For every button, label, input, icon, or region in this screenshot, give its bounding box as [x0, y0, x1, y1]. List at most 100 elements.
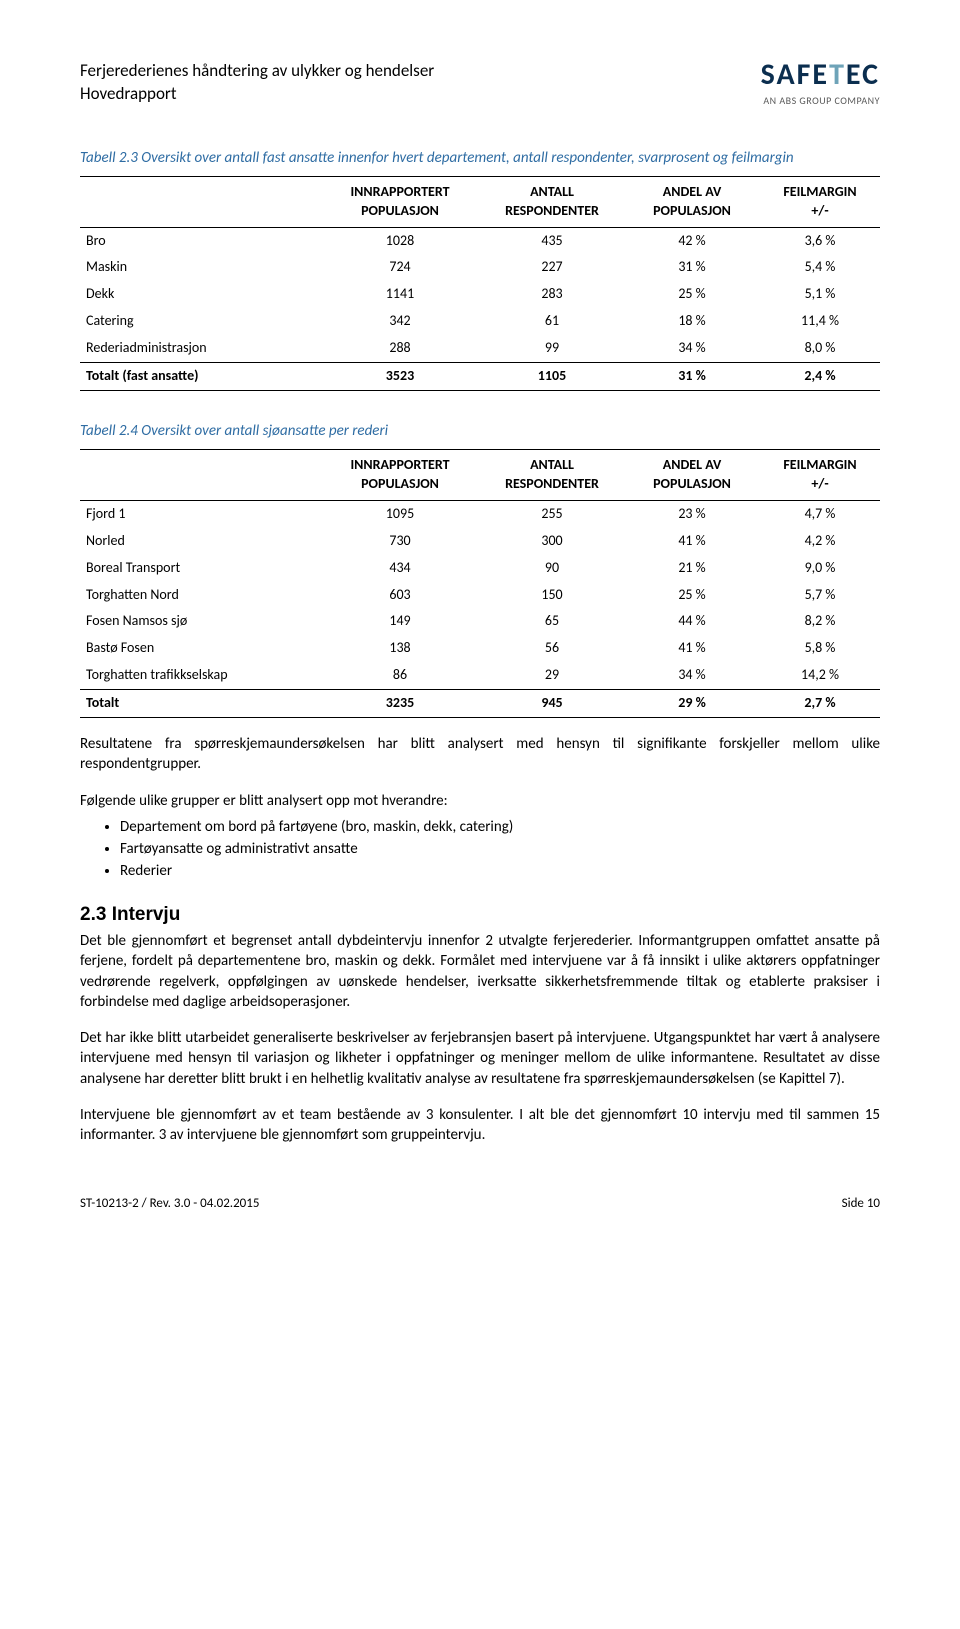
table2-h2: INNRAPPORTERTPOPULASJON — [320, 450, 480, 501]
cell-andel: 23 % — [624, 500, 760, 527]
logo-main: SAFETEC — [761, 60, 880, 90]
cell-label: Fjord 1 — [80, 500, 320, 527]
cell-andel: 31 % — [624, 254, 760, 281]
cell-resp: 435 — [480, 227, 624, 254]
list-item: Rederier — [120, 861, 880, 881]
cell-feil: 5,8 % — [760, 635, 880, 662]
para-groups-intro: Følgende ulike grupper er blitt analyser… — [80, 791, 880, 811]
cell-feil: 5,4 % — [760, 254, 880, 281]
cell-andel: 25 % — [624, 582, 760, 609]
para-results: Resultatene fra spørreskjemaundersøkelse… — [80, 734, 880, 775]
cell-label: Bro — [80, 227, 320, 254]
cell-label: Torghatten Nord — [80, 582, 320, 609]
table2: INNRAPPORTERTPOPULASJON ANTALLRESPONDENT… — [80, 449, 880, 718]
table-row: Boreal Transport4349021 %9,0 % — [80, 555, 880, 582]
table1-body: Bro102843542 %3,6 %Maskin72422731 %5,4 %… — [80, 227, 880, 390]
table1-h5: FEILMARGIN+/- — [760, 176, 880, 227]
list-item: Departement om bord på fartøyene (bro, m… — [120, 817, 880, 837]
cell-resp: 150 — [480, 582, 624, 609]
cell-label: Totalt (fast ansatte) — [80, 362, 320, 390]
table1-h1 — [80, 176, 320, 227]
table1-h2: INNRAPPORTERTPOPULASJON — [320, 176, 480, 227]
list-item: Fartøyansatte og administrativt ansatte — [120, 839, 880, 859]
cell-pop: 434 — [320, 555, 480, 582]
cell-resp: 65 — [480, 608, 624, 635]
table2-h1 — [80, 450, 320, 501]
cell-andel: 42 % — [624, 227, 760, 254]
table-row: Bro102843542 %3,6 % — [80, 227, 880, 254]
cell-pop: 3523 — [320, 362, 480, 390]
cell-resp: 255 — [480, 500, 624, 527]
cell-pop: 1028 — [320, 227, 480, 254]
cell-resp: 300 — [480, 528, 624, 555]
table1-h4: ANDEL AVPOPULASJON — [624, 176, 760, 227]
cell-pop: 603 — [320, 582, 480, 609]
section-2-3-heading: 2.3 Intervju — [80, 902, 880, 928]
cell-label: Dekk — [80, 281, 320, 308]
cell-resp: 1105 — [480, 362, 624, 390]
header-line-2: Hovedrapport — [80, 83, 434, 106]
table-row: Dekk114128325 %5,1 % — [80, 281, 880, 308]
cell-feil: 9,0 % — [760, 555, 880, 582]
table-row: Bastø Fosen1385641 %5,8 % — [80, 635, 880, 662]
cell-resp: 61 — [480, 308, 624, 335]
cell-feil: 8,0 % — [760, 335, 880, 362]
logo-subtitle: AN ABS GROUP COMPANY — [761, 94, 880, 108]
table-row: Maskin72422731 %5,4 % — [80, 254, 880, 281]
logo-text-post: EC — [846, 56, 880, 93]
cell-feil: 2,4 % — [760, 362, 880, 390]
table2-h3: ANTALLRESPONDENTER — [480, 450, 624, 501]
table2-h5: FEILMARGIN+/- — [760, 450, 880, 501]
cell-label: Catering — [80, 308, 320, 335]
cell-andel: 31 % — [624, 362, 760, 390]
footer-right: Side 10 — [842, 1195, 880, 1213]
cell-label: Rederiadministrasjon — [80, 335, 320, 362]
cell-resp: 56 — [480, 635, 624, 662]
header-line-1: Ferjerederienes håndtering av ulykker og… — [80, 60, 434, 83]
cell-label: Fosen Namsos sjø — [80, 608, 320, 635]
cell-feil: 3,6 % — [760, 227, 880, 254]
cell-feil: 2,7 % — [760, 690, 880, 718]
cell-pop: 3235 — [320, 690, 480, 718]
table1-h3: ANTALLRESPONDENTER — [480, 176, 624, 227]
cell-andel: 44 % — [624, 608, 760, 635]
cell-feil: 14,2 % — [760, 662, 880, 689]
table-total-row: Totalt323594529 %2,7 % — [80, 690, 880, 718]
cell-pop: 730 — [320, 528, 480, 555]
cell-label: Boreal Transport — [80, 555, 320, 582]
cell-andel: 41 % — [624, 635, 760, 662]
cell-resp: 227 — [480, 254, 624, 281]
table-row: Rederiadministrasjon2889934 %8,0 % — [80, 335, 880, 362]
cell-feil: 5,7 % — [760, 582, 880, 609]
cell-label: Totalt — [80, 690, 320, 718]
cell-feil: 5,1 % — [760, 281, 880, 308]
cell-resp: 945 — [480, 690, 624, 718]
table1-caption: Tabell 2.3 Oversikt over antall fast ans… — [80, 148, 880, 168]
cell-pop: 288 — [320, 335, 480, 362]
cell-andel: 25 % — [624, 281, 760, 308]
cell-resp: 99 — [480, 335, 624, 362]
para-intervju-2: Det har ikke blitt utarbeidet generalise… — [80, 1028, 880, 1089]
cell-feil: 4,2 % — [760, 528, 880, 555]
cell-pop: 86 — [320, 662, 480, 689]
header-title-block: Ferjerederienes håndtering av ulykker og… — [80, 60, 434, 106]
table-row: Catering3426118 %11,4 % — [80, 308, 880, 335]
cell-resp: 283 — [480, 281, 624, 308]
table-row: Fjord 1109525523 %4,7 % — [80, 500, 880, 527]
cell-pop: 1095 — [320, 500, 480, 527]
cell-label: Bastø Fosen — [80, 635, 320, 662]
table-row: Norled73030041 %4,2 % — [80, 528, 880, 555]
table2-body: Fjord 1109525523 %4,7 %Norled73030041 %4… — [80, 500, 880, 717]
cell-pop: 724 — [320, 254, 480, 281]
cell-andel: 18 % — [624, 308, 760, 335]
logo: SAFETEC AN ABS GROUP COMPANY — [761, 60, 880, 108]
groups-list: Departement om bord på fartøyene (bro, m… — [120, 817, 880, 882]
table-total-row: Totalt (fast ansatte)3523110531 %2,4 % — [80, 362, 880, 390]
page-footer: ST-10213-2 / Rev. 3.0 - 04.02.2015 Side … — [80, 1195, 880, 1213]
table-row: Torghatten Nord60315025 %5,7 % — [80, 582, 880, 609]
cell-resp: 29 — [480, 662, 624, 689]
cell-pop: 342 — [320, 308, 480, 335]
cell-label: Norled — [80, 528, 320, 555]
cell-resp: 90 — [480, 555, 624, 582]
footer-left: ST-10213-2 / Rev. 3.0 - 04.02.2015 — [80, 1195, 259, 1213]
